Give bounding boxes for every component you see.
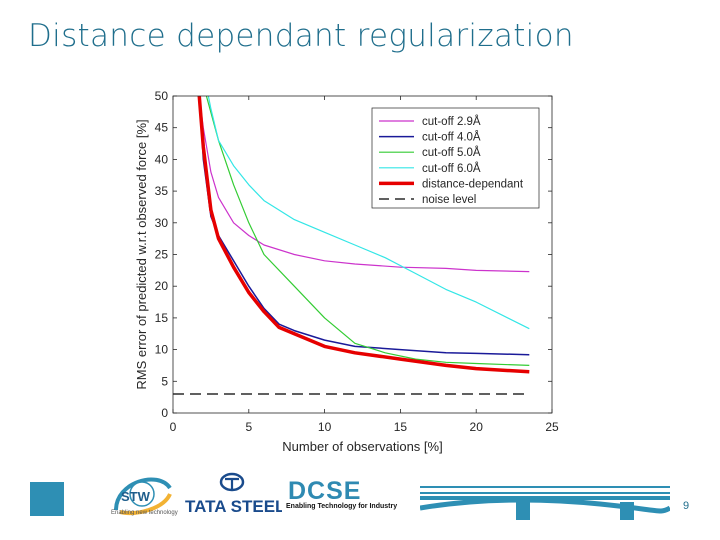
legend: cut-off 2.9Å cut-off 4.0Å cut-off 5.0Å cut-… [371,107,540,209]
tata-steel-logo: TATA STEEL [185,472,282,516]
y-axis-label: RMS error of predicted w.r.t observed fo… [134,119,149,389]
y-tick-label-3: 15 [155,311,169,325]
series-line-3 [207,96,530,330]
dcse-title: DCSE [288,477,362,505]
y-tick-label-10: 50 [155,89,169,103]
legend-label-1: cut-off 4.0Å [422,131,481,144]
x-tick-label-4: 20 [470,420,484,434]
plot-area: 0 5 10 15 20 25 0 5 10 15 20 25 30 35 40 45 50 Number of … [134,89,559,454]
y-tick-label-8: 40 [155,152,169,166]
legend-label-4: distance-dependant [422,178,524,190]
y-tick-label-0: 0 [161,406,168,420]
y-tick-label-1: 5 [161,374,168,388]
legend-label-2: cut-off 5.0Å [422,146,481,159]
y-tick-label-4: 20 [155,279,169,293]
y-tick-label-7: 35 [155,184,169,198]
svg-text:STW: STW [121,489,151,504]
stw-tagline: Enabling new technology [111,510,178,516]
legend-label-3: cut-off 6.0Å [422,162,481,175]
slide-title: Distance dependant regularization [28,18,574,54]
x-tick-label-3: 15 [394,420,408,434]
x-axis-label: Number of observations [%] [282,439,442,454]
series-group [173,96,530,395]
series-line-4 [197,96,530,374]
stw-logo [114,477,172,515]
legend-box [371,107,540,209]
series-line-0 [198,96,530,273]
y-tick-label-5: 25 [155,248,169,262]
dcse-tagline: Enabling Technology for Industry [286,503,398,510]
x-tick-label-0: 0 [170,420,177,434]
x-tick-label-2: 10 [318,420,332,434]
x-tick-label-1: 5 [245,420,252,434]
y-tick-label-2: 10 [155,343,169,357]
y-tick-label-6: 30 [155,216,169,230]
stw-wordmark: STW [121,489,151,504]
y-tick-label-9: 45 [155,121,169,135]
legend-label-5: noise level [422,194,476,206]
svg-text:TATA STEEL: TATA STEEL [185,497,282,516]
x-tick-label-5: 25 [545,420,559,434]
bridge-logo [420,486,670,520]
page-number: 9 [683,500,690,512]
logo-square [30,482,64,516]
series-line-2 [205,96,530,366]
legend-label-0: cut-off 2.9Å [422,115,481,128]
